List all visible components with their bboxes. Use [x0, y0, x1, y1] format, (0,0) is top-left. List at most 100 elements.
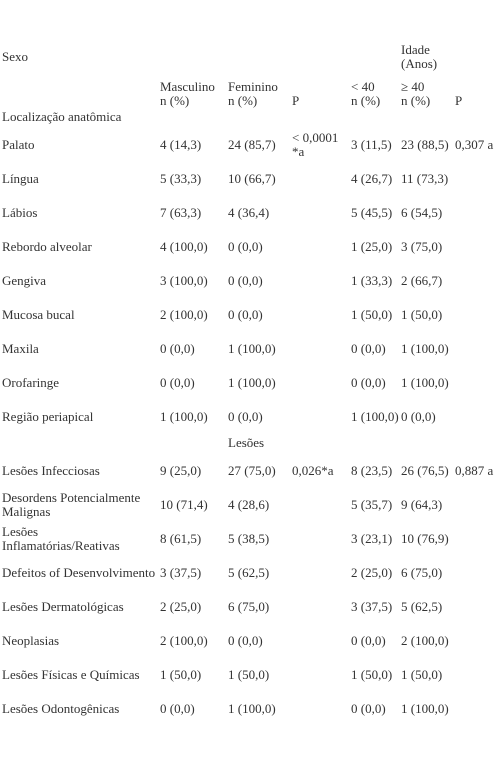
data-cell: 0,026*a	[292, 463, 334, 478]
data-cell: 0 (0,0)	[228, 307, 263, 322]
data-cell: 1 (50,0)	[160, 667, 202, 682]
data-cell	[290, 692, 349, 726]
data-cell: 0 (0,0)	[228, 409, 263, 424]
data-cell: 6 (75,0)	[228, 599, 270, 614]
data-cell: 1 (100,0)	[401, 375, 449, 390]
data-cell: 1 (50,0)	[228, 667, 270, 682]
data-cell: 0 (0,0)	[351, 701, 386, 716]
row-label: Gengiva	[2, 273, 47, 288]
row-label: Maxila	[2, 341, 39, 356]
data-cell: 27 (75,0)	[228, 463, 276, 478]
data-table: Sexo Idade (Anos) Masculino n (%) Feminino…	[0, 40, 502, 726]
data-cell: 5 (38,5)	[228, 531, 270, 546]
data-cell: 10 (76,9)	[401, 531, 449, 546]
column-unit: n (%)	[401, 93, 431, 108]
data-cell	[290, 556, 349, 590]
data-cell: 2 (66,7)	[401, 273, 443, 288]
data-cell	[290, 624, 349, 658]
data-cell: 1 (100,0)	[228, 341, 276, 356]
row-label: Língua	[2, 171, 39, 186]
data-cell: 0 (0,0)	[351, 633, 386, 648]
data-cell: 5 (62,5)	[228, 565, 270, 580]
data-row: Lábios 7 (63,3) 4 (36,4) 5 (45,5) 6 (54,5)	[0, 196, 502, 230]
data-row: Lesões Físicas e Químicas 1 (50,0) 1 (50,0…	[0, 658, 502, 692]
table-body: Sexo Idade (Anos) Masculino n (%) Feminino…	[0, 40, 502, 726]
column-label: ≥ 40	[401, 79, 425, 94]
data-row: Desordens Potencialmente Malignas 10 (71,…	[0, 488, 502, 522]
row-label: Desordens Potencialmente Malignas	[2, 490, 141, 519]
column-label: < 40	[351, 79, 375, 94]
data-row: Gengiva 3 (100,0) 0 (0,0) 1 (33,3) 2 (66,7)	[0, 264, 502, 298]
data-cell	[290, 298, 349, 332]
data-cell: 3 (37,5)	[160, 565, 202, 580]
data-cell: 8 (23,5)	[351, 463, 393, 478]
data-cell: 2 (100,0)	[160, 633, 208, 648]
column-label: Feminino	[228, 79, 278, 94]
row-label: Rebordo alveolar	[2, 239, 92, 254]
data-row: Orofaringe 0 (0,0) 1 (100,0) 0 (0,0) 1 (100,…	[0, 366, 502, 400]
section-cell: Localização anatômica	[2, 109, 122, 124]
data-cell	[290, 590, 349, 624]
data-cell	[290, 488, 349, 522]
data-cell: 5 (62,5)	[401, 599, 443, 614]
section-cell	[290, 434, 349, 454]
data-cell: 1 (100,0)	[160, 409, 208, 424]
data-cell: 2 (100,0)	[160, 307, 208, 322]
column-label: P	[292, 93, 300, 108]
data-cell	[290, 196, 349, 230]
data-cell	[290, 400, 349, 434]
header-cell: Idade (Anos)	[401, 42, 438, 71]
column-unit: n (%)	[160, 93, 190, 108]
data-cell	[290, 366, 349, 400]
section-cell	[158, 434, 226, 454]
data-cell: 7 (63,3)	[160, 205, 202, 220]
row-label: Lesões Inflamatórias/Reativas	[2, 524, 120, 553]
row-label: Orofaringe	[2, 375, 60, 390]
data-cell	[453, 488, 502, 522]
row-label: Lesões Dermatológicas	[2, 599, 124, 614]
header-cell	[0, 74, 158, 108]
row-label: Lesões Odontogênicas	[2, 701, 120, 716]
data-cell: 0 (0,0)	[228, 239, 263, 254]
header-cell: P	[453, 74, 502, 108]
data-row: Língua 5 (33,3) 10 (66,7) 4 (26,7) 11 (73,3)	[0, 162, 502, 196]
data-cell: 8 (61,5)	[160, 531, 202, 546]
data-cell: 0 (0,0)	[160, 375, 195, 390]
data-cell	[453, 298, 502, 332]
data-cell: 1 (100,0)	[228, 701, 276, 716]
row-label: Lábios	[2, 205, 38, 220]
section-row: Localização anatômica	[0, 108, 502, 128]
data-cell: 2 (25,0)	[160, 599, 202, 614]
column-unit: n (%)	[351, 93, 381, 108]
section-cell	[349, 434, 399, 454]
data-cell: 0 (0,0)	[351, 375, 386, 390]
data-row: Região periapical 1 (100,0) 0 (0,0) 1 (100,…	[0, 400, 502, 434]
data-cell: 4 (26,7)	[351, 171, 393, 186]
data-cell: 1 (100,0)	[401, 341, 449, 356]
row-label: Região periapical	[2, 409, 94, 424]
data-cell	[290, 658, 349, 692]
row-label: Palato	[2, 137, 35, 152]
data-cell	[453, 658, 502, 692]
data-cell: 0 (0,0)	[160, 341, 195, 356]
data-cell: 3 (75,0)	[401, 239, 443, 254]
data-cell: 6 (75,0)	[401, 565, 443, 580]
row-label: Neoplasias	[2, 633, 60, 648]
data-cell	[290, 522, 349, 556]
header-cell: P	[290, 74, 349, 108]
data-cell: 0 (0,0)	[401, 409, 436, 424]
data-cell: 1 (50,0)	[401, 667, 443, 682]
data-cell: 0 (0,0)	[228, 633, 263, 648]
data-cell: 1 (100,0)	[228, 375, 276, 390]
data-cell: 3 (37,5)	[351, 599, 393, 614]
section-cell	[453, 434, 502, 454]
data-cell: 2 (100,0)	[401, 633, 449, 648]
section-cell	[453, 108, 502, 128]
data-cell	[453, 400, 502, 434]
data-cell: 1 (50,0)	[351, 307, 393, 322]
data-cell: 3 (23,1)	[351, 531, 393, 546]
section-cell	[0, 434, 158, 454]
header-cell: ≥ 40 n (%)	[399, 74, 453, 108]
data-cell: 1 (50,0)	[401, 307, 443, 322]
data-row: Rebordo alveolar 4 (100,0) 0 (0,0) 1 (25,0)…	[0, 230, 502, 264]
